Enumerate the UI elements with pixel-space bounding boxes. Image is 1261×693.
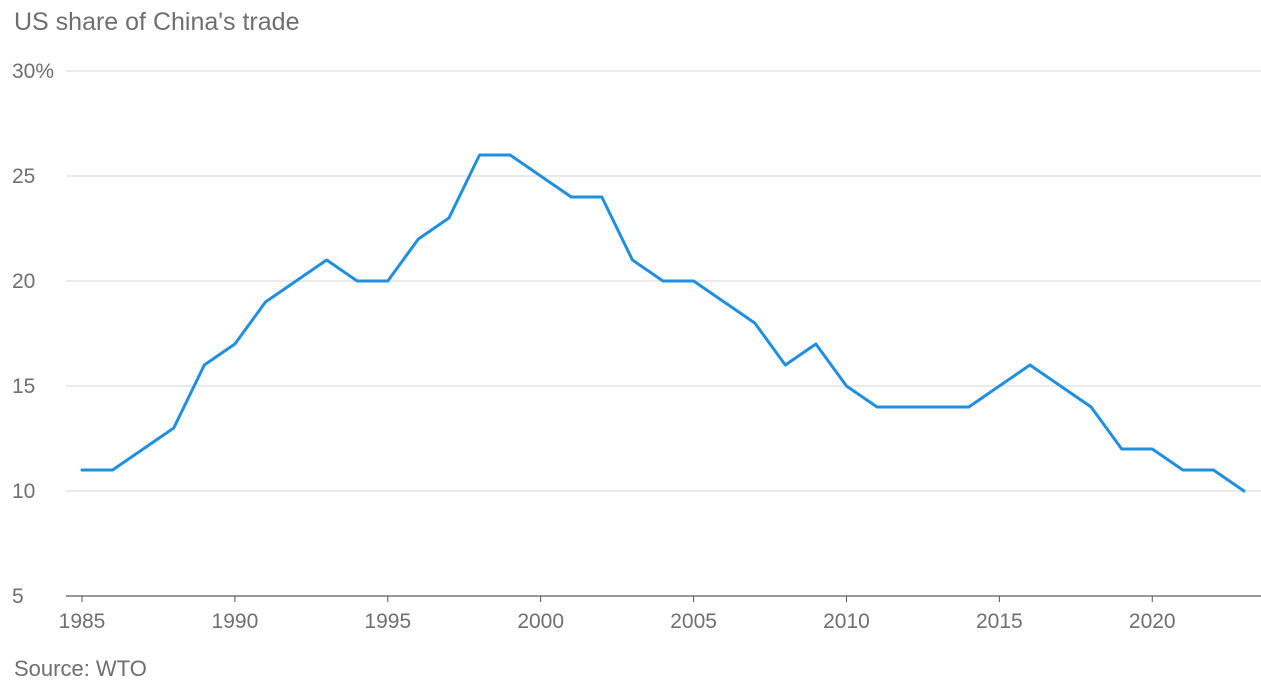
series-line-0 <box>80 153 1246 493</box>
y-tick-label-4: 25 <box>12 165 35 188</box>
y-tick-label-3: 20 <box>12 270 35 293</box>
x-tick-label-4: 2005 <box>670 610 717 633</box>
x-axis: 1985 1990 1995 2000 2005 2010 2015 2020 <box>59 595 1261 633</box>
x-tick-label-7: 2020 <box>1129 610 1176 633</box>
chart-title: US share of China's trade <box>14 8 300 36</box>
y-tick-label-5: 30% <box>12 60 54 83</box>
x-tick-label-0: 1985 <box>59 610 106 633</box>
x-tick-label-1: 1990 <box>212 610 259 633</box>
x-tick-label-3: 2000 <box>517 610 564 633</box>
y-axis-labels: 5 10 15 20 25 30% <box>12 60 54 608</box>
source-note: Source: WTO <box>14 656 147 681</box>
series-layer <box>80 153 1246 493</box>
x-tick-label-2: 1995 <box>364 610 411 633</box>
x-tick-label-6: 2015 <box>976 610 1023 633</box>
x-tick-label-5: 2010 <box>823 610 870 633</box>
y-tick-label-0: 5 <box>12 585 24 608</box>
y-tick-label-1: 10 <box>12 480 35 503</box>
y-tick-label-2: 15 <box>12 375 35 398</box>
